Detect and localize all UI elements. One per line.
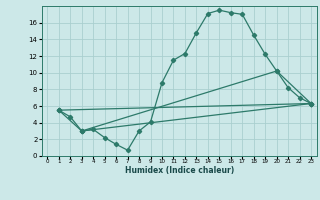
X-axis label: Humidex (Indice chaleur): Humidex (Indice chaleur)	[124, 166, 234, 175]
